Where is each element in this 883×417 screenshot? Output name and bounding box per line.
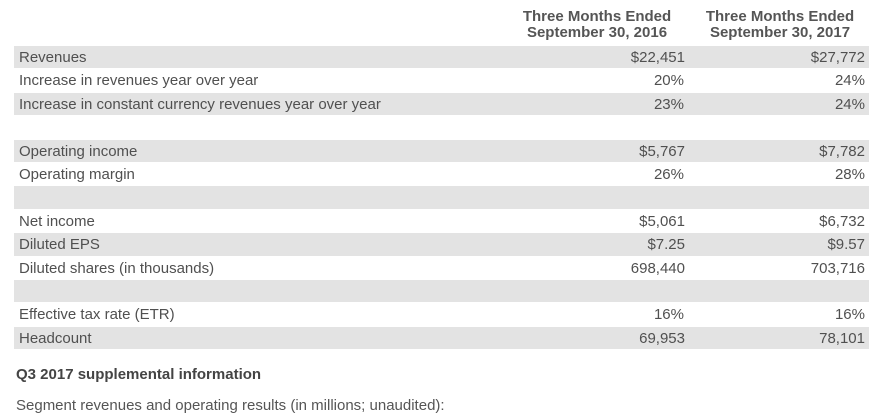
supplemental-description: Segment revenues and operating results (… (16, 397, 445, 414)
column-header-2016-line2: September 30, 2016 (526, 24, 668, 41)
value-2016: 26% (653, 165, 684, 183)
supplemental-heading: Q3 2017 supplemental information (16, 366, 262, 383)
table-row-operating-margin: Operating margin 26% 28% (14, 163, 869, 187)
value-2016: $5,767 (639, 142, 685, 160)
table-row-headcount: Headcount 69,953 78,101 (14, 326, 869, 351)
row-label: Operating margin (19, 165, 135, 183)
table-row-effective-tax-rate: Effective tax rate (ETR) 16% 16% (14, 303, 869, 327)
table-row-constant-currency-increase: Increase in constant currency revenues y… (14, 92, 869, 117)
table-row-revenue-increase: Increase in revenues year over year 20% … (14, 69, 869, 93)
row-label: Effective tax rate (ETR) (19, 306, 175, 324)
table-row-net-income: Net income $5,061 $6,732 (14, 210, 869, 234)
column-header-2017-line1: Three Months Ended (705, 8, 855, 25)
column-header-2017-line2: September 30, 2017 (709, 24, 851, 41)
value-2016: 20% (653, 72, 684, 90)
column-header-2017: Three Months Ended September 30, 2017 (690, 9, 870, 41)
value-2017: 703,716 (810, 259, 865, 277)
row-label: Increase in constant currency revenues y… (19, 95, 381, 113)
value-2016: 69,953 (639, 329, 685, 347)
value-2017: $27,772 (810, 49, 865, 66)
row-label: Net income (19, 212, 95, 230)
table-row-diluted-shares: Diluted shares (in thousands) 698,440 70… (14, 257, 869, 280)
value-2017: 28% (834, 165, 865, 183)
value-2016: $7.25 (647, 236, 685, 254)
table-row-operating-income: Operating income $5,767 $7,782 (14, 139, 869, 163)
value-2017: 24% (834, 95, 865, 113)
value-2017: 78,101 (819, 329, 865, 347)
table-header: Three Months Ended September 30, 2016 Th… (0, 9, 883, 45)
row-label: Diluted shares (in thousands) (19, 259, 215, 277)
value-2017: $7,782 (819, 142, 865, 160)
table-row-revenues: Revenues $22,451 $27,772 (14, 46, 869, 70)
value-2017: $6,732 (819, 212, 865, 230)
value-2016: 23% (653, 95, 684, 113)
value-2016: 16% (653, 306, 684, 324)
value-2016: $5,061 (639, 212, 685, 230)
value-2016: 698,440 (630, 259, 685, 277)
table-row-spacer (14, 186, 869, 210)
value-2016: $22,451 (630, 49, 685, 66)
row-label: Operating income (19, 142, 138, 160)
row-label: Revenues (19, 49, 87, 66)
row-label: Diluted EPS (19, 236, 100, 254)
value-2017: 16% (834, 306, 865, 324)
row-label: Increase in revenues year over year (19, 72, 259, 90)
table-row-spacer (14, 116, 869, 140)
row-label: Headcount (19, 329, 92, 347)
table-row-spacer (14, 279, 869, 304)
value-2017: $9.57 (827, 236, 865, 254)
financial-results-table: Revenues $22,451 $27,772 Increase in rev… (14, 46, 869, 351)
column-header-2016-line1: Three Months Ended (522, 8, 672, 25)
column-header-2016: Three Months Ended September 30, 2016 (507, 9, 687, 41)
value-2017: 24% (834, 72, 865, 90)
table-row-diluted-eps: Diluted EPS $7.25 $9.57 (14, 233, 869, 257)
